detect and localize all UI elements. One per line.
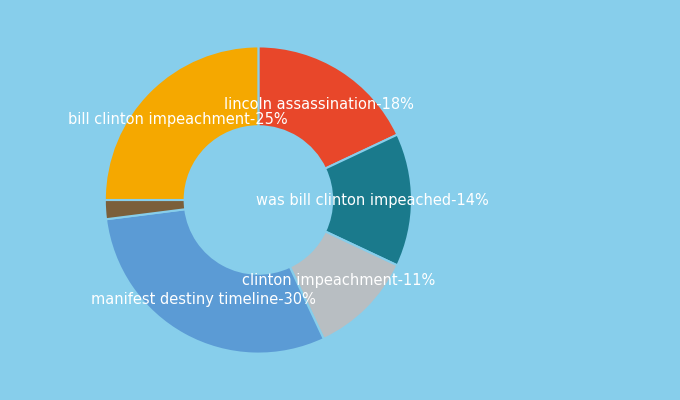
Text: clinton impeachment-11%: clinton impeachment-11% — [242, 273, 435, 288]
Wedge shape — [325, 135, 412, 265]
Text: bill clinton impeachment-25%: bill clinton impeachment-25% — [68, 112, 288, 127]
Wedge shape — [290, 231, 397, 339]
Wedge shape — [106, 209, 324, 354]
Wedge shape — [105, 46, 258, 200]
Wedge shape — [258, 46, 397, 169]
Text: lincoln assassination-18%: lincoln assassination-18% — [224, 96, 414, 112]
Wedge shape — [105, 200, 185, 219]
Text: manifest destiny timeline-30%: manifest destiny timeline-30% — [91, 292, 316, 307]
Text: was bill clinton impeached-14%: was bill clinton impeached-14% — [256, 192, 488, 208]
